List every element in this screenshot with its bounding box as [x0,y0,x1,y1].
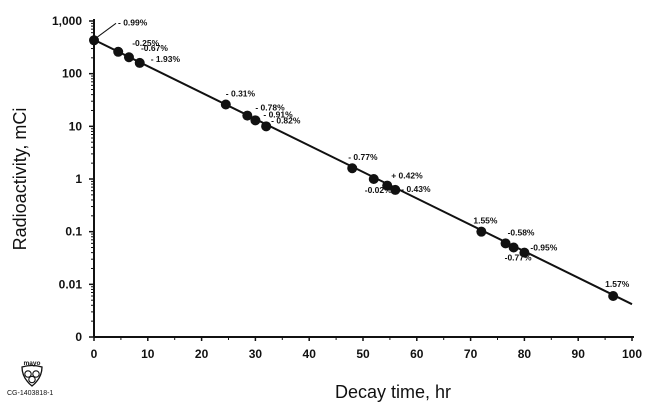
percent-deviation-label: -0.77% [505,253,532,263]
y-tick-label: 0.1 [65,225,82,239]
percent-deviation-label: -0.95% [530,243,557,253]
percent-deviation-label: - 0.43% [401,184,431,194]
y-ticks: 0 0.01 0.1 1 10 100 1,000 [52,14,94,344]
data-point [250,115,261,126]
percent-deviation-label: - 1.93% [151,54,181,64]
x-tick-label: 10 [141,347,155,361]
figure-id-caption: CG-1403818-1 [7,390,54,397]
percent-deviation-label: - 0.99% [118,17,148,27]
data-point [476,226,487,237]
percent-deviation-label: + 0.42% [391,171,423,181]
y-tick-label: 0.01 [59,277,83,291]
data-point [134,57,145,68]
x-tick-label: 70 [464,347,478,361]
percent-deviation-label: -0.25% [132,38,159,48]
y-tick-label: 10 [69,119,83,133]
data-point [500,238,511,249]
data-point [608,291,619,302]
y-tick-label: 1,000 [52,14,82,28]
percent-deviation-label: - 0.77% [348,152,378,162]
x-tick-label: 30 [249,347,263,361]
data-point [519,247,530,258]
x-tick-label: 50 [356,347,370,361]
svg-text:mayo: mayo [24,360,41,367]
x-axis-title: Decay time, hr [335,382,451,402]
y-tick-label: 100 [62,67,82,81]
percent-deviation-label: -0.02% [365,185,392,195]
x-tick-label: 80 [518,347,532,361]
x-tick-label: 40 [303,347,317,361]
x-tick-label: 0 [91,347,98,361]
percent-deviation-label: 1.57% [605,279,630,289]
percent-deviation-label: 1.55% [473,216,498,226]
x-ticks: 0 10 20 30 40 50 60 70 80 90 100 [91,337,642,361]
data-point [347,163,358,174]
data-point [113,46,124,57]
data-point [242,110,253,121]
data-point [382,180,393,191]
data-point [220,99,231,110]
data-point [123,52,134,63]
percent-deviation-label: -0.67% [141,43,168,53]
fit-line [93,38,633,306]
data-point [89,35,99,46]
data-point [368,174,379,184]
data-points [89,35,619,302]
data-point [261,121,272,132]
x-tick-label: 60 [410,347,424,361]
x-tick-label: 90 [572,347,586,361]
percent-deviation-label: - 0.78% [255,103,285,113]
percent-deviation-label: - 0.31% [226,88,256,98]
percent-deviation-label: - 0.91% [263,109,293,119]
data-point [508,242,519,253]
x-tick-label: 20 [195,347,209,361]
y-tick-label: 1 [75,172,82,186]
annotation-leader [96,22,117,38]
x-tick-label: 100 [622,347,642,361]
percent-deviation-label: - 0.82% [271,115,301,125]
chart-axes [93,19,634,338]
mayo-shield-logo: mayo [21,360,43,387]
y-tick-label: 0 [75,330,82,344]
y-axis-title: Radioactivity, mCi [10,108,30,251]
point-annotations: - 0.99% -0.25%-0.67%- 1.93% - 0.31% - 0.78%… [96,17,630,289]
data-point [390,184,401,195]
percent-deviation-label: -0.58% [508,227,535,237]
